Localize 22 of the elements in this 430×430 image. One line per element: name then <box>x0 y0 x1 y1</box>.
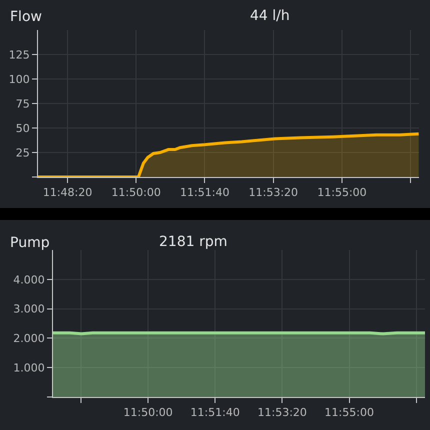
x-tick-label: 11:51:40 <box>190 406 240 420</box>
y-tick-label: 3.000 <box>13 302 45 316</box>
y-tick-label: 100 <box>8 72 30 86</box>
x-tick-label: 11:55:00 <box>317 186 367 200</box>
x-tick-label: 11:53:20 <box>257 406 307 420</box>
y-tick-label: 2.000 <box>13 332 45 346</box>
x-tick-label: 11:48:20 <box>42 186 92 200</box>
x-tick-label: 11:51:40 <box>180 186 230 200</box>
x-tick-label: 11:50:00 <box>111 186 161 200</box>
chart-subtitle: 44 l/h <box>250 8 290 24</box>
x-tick-label: 11:53:20 <box>248 186 298 200</box>
y-tick-label: 4.000 <box>13 273 45 286</box>
chart-subtitle: 2181 rpm <box>159 234 228 250</box>
y-tick-label: 75 <box>16 97 30 110</box>
y-tick-label: 50 <box>16 122 30 135</box>
y-tick-label: 25 <box>16 146 30 160</box>
chart-title: Pump <box>10 234 50 251</box>
x-tick-label: 11:55:00 <box>324 406 374 420</box>
x-tick-label: 11:50:00 <box>123 406 173 420</box>
y-tick-label: 1.000 <box>13 361 45 374</box>
y-tick-label: 125 <box>8 48 30 62</box>
chart-title: Flow <box>10 8 42 25</box>
